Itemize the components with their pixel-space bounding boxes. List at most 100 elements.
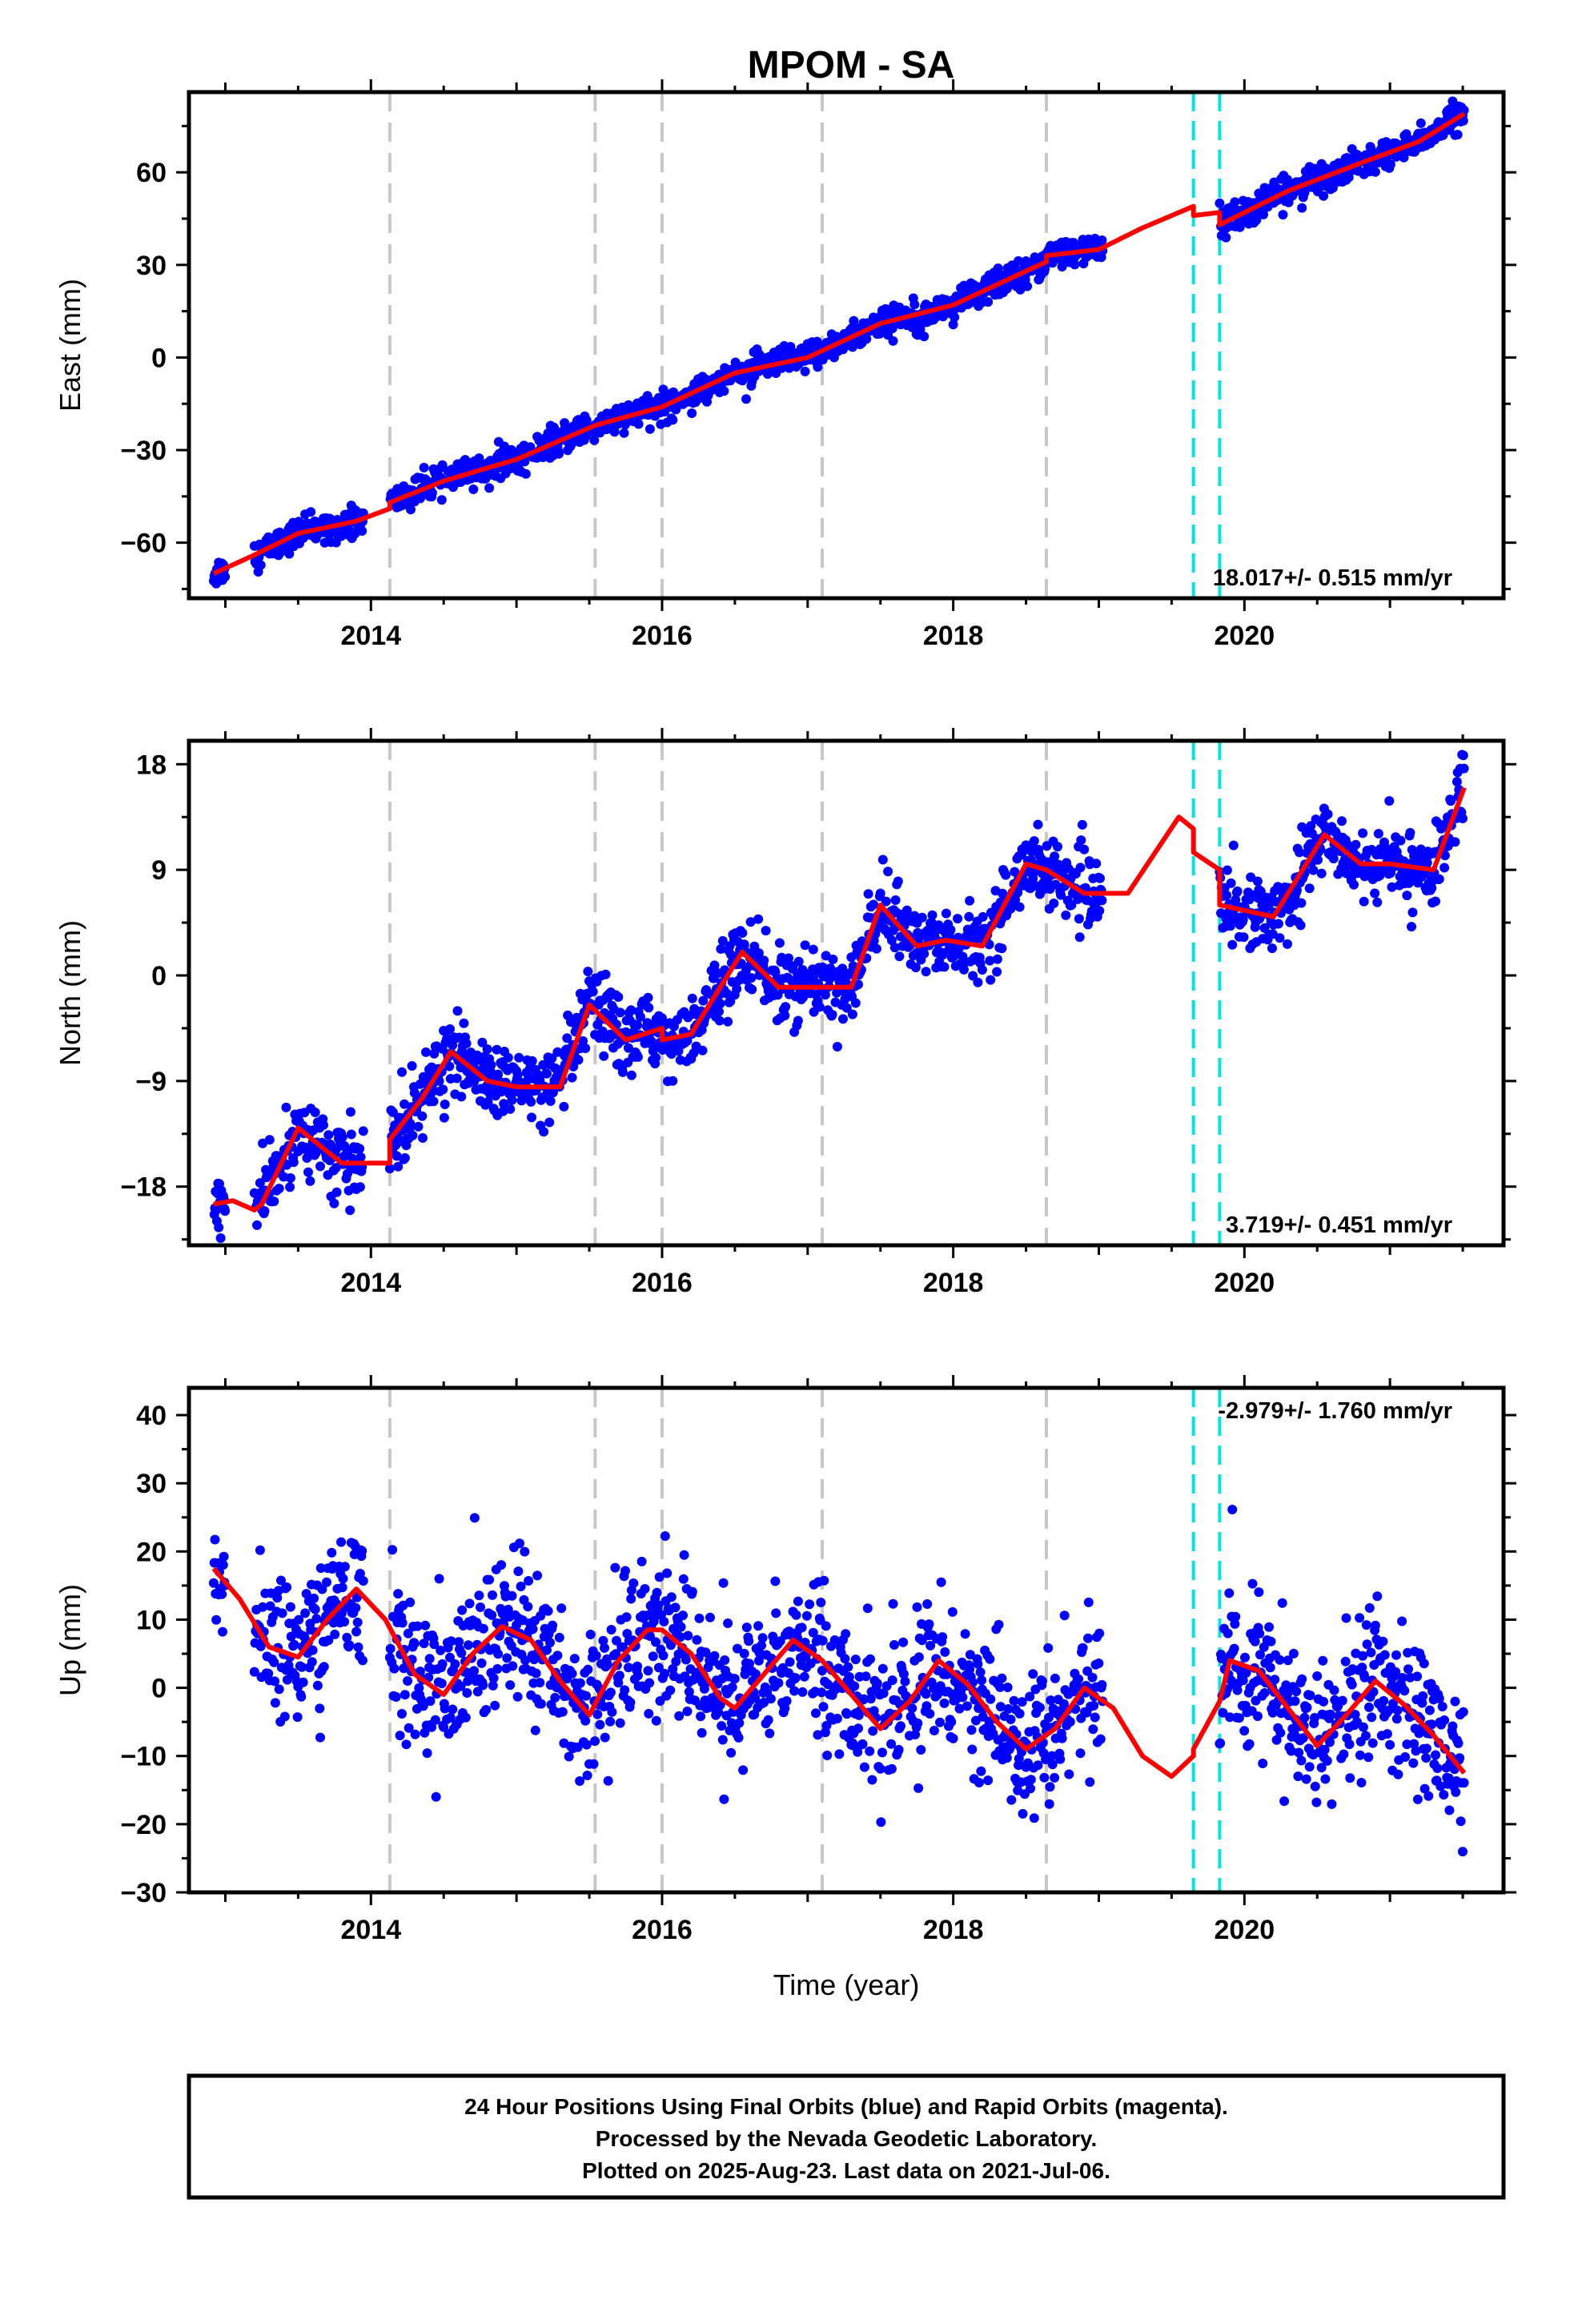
data-point — [588, 1759, 599, 1769]
plot-frame — [187, 738, 1506, 1248]
data-point — [512, 1070, 523, 1080]
data-point — [1014, 902, 1025, 912]
data-point — [301, 1589, 311, 1599]
data-point — [1305, 1691, 1315, 1701]
data-point — [526, 1096, 536, 1107]
data-point — [516, 1582, 526, 1591]
data-point — [439, 1722, 449, 1732]
data-point — [305, 1176, 315, 1186]
data-point — [774, 938, 785, 948]
data-point — [285, 1173, 295, 1183]
data-point — [351, 1602, 361, 1613]
data-point — [753, 914, 764, 924]
data-point — [849, 1681, 860, 1691]
data-point — [1367, 1712, 1377, 1723]
data-point — [1064, 1769, 1074, 1779]
data-point — [1403, 1664, 1413, 1675]
data-point — [446, 1636, 456, 1647]
data-points — [209, 750, 1469, 1245]
y-tick-label: −30 — [120, 1878, 167, 1908]
data-point — [418, 1133, 428, 1143]
data-point — [992, 967, 1002, 977]
data-point — [633, 419, 644, 429]
data-point — [771, 1608, 781, 1618]
data-point — [611, 1649, 621, 1659]
data-point — [255, 1545, 265, 1555]
data-point — [757, 1633, 768, 1643]
data-point — [310, 1108, 320, 1117]
data-point — [474, 1590, 484, 1601]
data-point — [857, 1739, 868, 1749]
data-point — [595, 1719, 605, 1730]
data-point — [859, 1762, 869, 1772]
data-point — [1075, 862, 1086, 873]
data-point — [575, 1776, 585, 1786]
data-point — [653, 1663, 664, 1673]
data-point — [496, 1087, 507, 1097]
data-point — [1397, 1616, 1407, 1626]
data-point — [784, 953, 793, 963]
data-point — [921, 1701, 932, 1711]
data-point — [547, 1053, 557, 1063]
data-point — [484, 1574, 495, 1585]
data-point — [958, 1692, 968, 1703]
data-point — [285, 1182, 295, 1192]
data-point — [896, 1721, 905, 1731]
data-point — [965, 1650, 975, 1660]
data-point — [1083, 1633, 1093, 1643]
data-point — [801, 1610, 812, 1621]
data-point — [632, 1671, 643, 1681]
data-point — [1385, 1739, 1395, 1750]
data-point — [556, 1603, 567, 1614]
data-point — [872, 1679, 882, 1688]
data-point — [1017, 1697, 1027, 1707]
data-point — [311, 1614, 322, 1624]
data-point — [395, 1731, 405, 1741]
data-point — [389, 1663, 400, 1674]
data-point — [818, 1702, 829, 1712]
data-point — [393, 1589, 404, 1599]
data-point — [1407, 922, 1416, 932]
data-point — [351, 1626, 362, 1637]
data-point — [876, 1817, 886, 1827]
data-point — [644, 1631, 655, 1641]
data-point — [878, 1688, 889, 1699]
data-point — [745, 1659, 754, 1669]
data-point — [719, 1794, 729, 1804]
data-point — [605, 1716, 616, 1727]
data-point — [628, 1578, 639, 1588]
data-point — [339, 1617, 350, 1627]
data-point — [1301, 1774, 1311, 1784]
data-point — [1393, 1769, 1403, 1779]
footer-line-1: 24 Hour Positions Using Final Orbits (bl… — [464, 2094, 1228, 2119]
data-point — [512, 1691, 523, 1702]
data-point — [941, 908, 951, 919]
data-point — [557, 1707, 568, 1717]
data-point — [310, 1604, 320, 1614]
data-point — [585, 1630, 596, 1639]
data-point — [493, 1069, 504, 1080]
data-point — [355, 1152, 366, 1162]
data-point — [1251, 215, 1262, 225]
data-point — [741, 1622, 752, 1633]
data-point — [822, 1751, 833, 1760]
data-point — [853, 979, 863, 990]
data-point — [588, 987, 598, 997]
data-point — [660, 1668, 670, 1679]
data-point — [881, 896, 891, 907]
data-point — [1359, 896, 1369, 907]
data-point — [323, 1635, 334, 1646]
data-point — [974, 1778, 984, 1787]
data-point — [1372, 897, 1383, 907]
data-point — [821, 1720, 832, 1731]
data-point — [817, 1687, 827, 1698]
data-point — [916, 1745, 926, 1755]
data-point — [1077, 819, 1087, 830]
data-point — [1275, 1655, 1285, 1665]
data-point — [346, 1107, 355, 1117]
x-tick-label: 2014 — [340, 1915, 401, 1945]
data-point — [619, 428, 629, 438]
data-point — [861, 334, 872, 344]
data-point — [620, 1685, 630, 1695]
